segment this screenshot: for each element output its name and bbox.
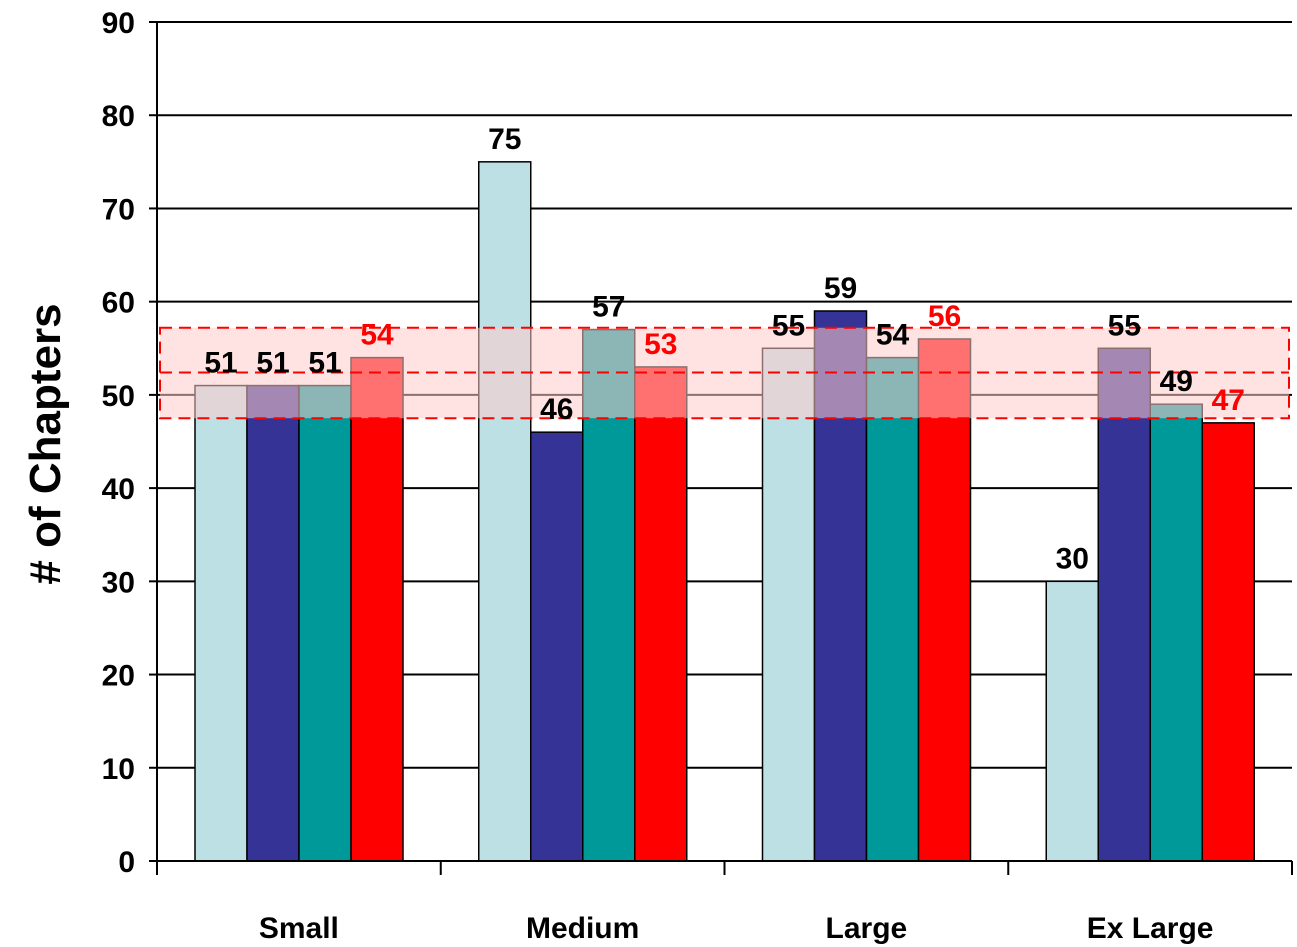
y-axis-title: # of Chapters (21, 303, 70, 584)
y-tick-label-50: 50 (102, 380, 135, 413)
data-label-medium-series-2: 46 (540, 393, 573, 426)
data-label-ex-large-series-1: 30 (1056, 542, 1089, 575)
bar-medium-series-2 (530, 431, 584, 862)
bars (194, 161, 1255, 862)
bar-small-series-2 (246, 384, 300, 862)
data-label-small-series-4: 54 (360, 319, 394, 352)
data-label-small-series-3: 51 (308, 347, 341, 380)
data-labels: 51 51 51 54 75 46 57 53 55 59 54 56 30 55 49 47 (204, 123, 1245, 575)
y-tick-label-80: 80 (102, 100, 135, 133)
average-band (159, 326, 1290, 420)
bar-medium-series-1 (478, 161, 532, 862)
y-tick-label-0: 0 (118, 846, 135, 879)
data-label-large-series-3: 54 (876, 319, 910, 352)
bar-small-series-3 (298, 384, 352, 862)
y-tick-label-40: 40 (102, 473, 135, 506)
data-label-large-series-4: 56 (928, 300, 961, 333)
y-tick-label-10: 10 (102, 753, 135, 786)
data-label-ex-large-series-2: 55 (1108, 309, 1141, 342)
bar-small-series-4 (350, 356, 404, 862)
y-tick-label-30: 30 (102, 566, 135, 599)
data-label-large-series-1: 55 (772, 309, 805, 342)
data-label-small-series-2: 51 (256, 347, 289, 380)
bar-large-series-3 (865, 356, 920, 862)
x-tick-label-small: Small (259, 912, 339, 945)
data-label-medium-series-3: 57 (592, 291, 625, 324)
y-tick-label-60: 60 (102, 287, 135, 320)
axes: 0 10 20 30 40 50 60 70 80 90 Small Medium Large Ex La… (102, 7, 1293, 945)
data-label-medium-series-4: 53 (644, 328, 677, 361)
x-tick-label-ex-large: Ex Large (1087, 912, 1214, 945)
bar-ex-large-series-1 (1045, 580, 1099, 862)
y-tick-label-90: 90 (102, 7, 135, 40)
data-label-large-series-2: 59 (824, 272, 857, 305)
bar-ex-large-series-2 (1097, 347, 1151, 862)
x-tick-label-large: Large (826, 912, 908, 945)
bar-ex-large-series-3 (1149, 403, 1203, 862)
data-label-small-series-1: 51 (204, 347, 237, 380)
bar-large-series-1 (761, 347, 816, 862)
data-label-ex-large-series-3: 49 (1160, 365, 1193, 398)
data-label-ex-large-series-4: 47 (1212, 384, 1245, 417)
y-tick-label-70: 70 (102, 193, 135, 226)
x-tick-label-medium: Medium (526, 912, 639, 945)
y-tick-label-20: 20 (102, 660, 135, 693)
bar-small-series-1 (194, 384, 248, 862)
data-label-medium-series-1: 75 (488, 123, 521, 156)
bar-ex-large-series-4 (1201, 422, 1255, 862)
bar-medium-series-4 (634, 366, 688, 862)
